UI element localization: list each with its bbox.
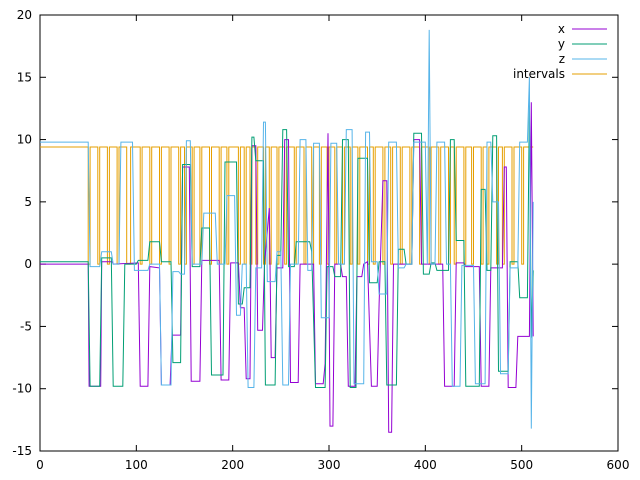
axis-ticks: 0 100 200 300 400 500 600 -15 -10 -5 0 5 10 15 20 — [12, 8, 629, 472]
y-tick-label: -5 — [20, 319, 32, 333]
series-line-y — [40, 104, 534, 388]
x-tick-label: 100 — [125, 458, 148, 472]
x-tick-label: 400 — [414, 458, 437, 472]
y-tick-label: -15 — [12, 444, 32, 458]
legend-label-intervals: intervals — [513, 67, 565, 81]
legend-label-x: x — [558, 22, 565, 36]
series-layer — [40, 29, 534, 433]
legend-label-z: z — [559, 52, 565, 66]
legend-label-y: y — [558, 37, 565, 51]
x-tick-label: 600 — [607, 458, 630, 472]
y-tick-label: 15 — [17, 70, 32, 84]
y-tick-label: 20 — [17, 8, 32, 22]
y-tick-label: 0 — [24, 257, 32, 271]
x-tick-label: 500 — [510, 458, 533, 472]
y-tick-label: 10 — [17, 133, 32, 147]
y-tick-label: -10 — [12, 382, 32, 396]
x-tick-label: 0 — [36, 458, 44, 472]
x-tick-label: 300 — [318, 458, 341, 472]
x-tick-label: 200 — [221, 458, 244, 472]
y-tick-label: 5 — [24, 195, 32, 209]
series-line-z — [40, 29, 534, 429]
